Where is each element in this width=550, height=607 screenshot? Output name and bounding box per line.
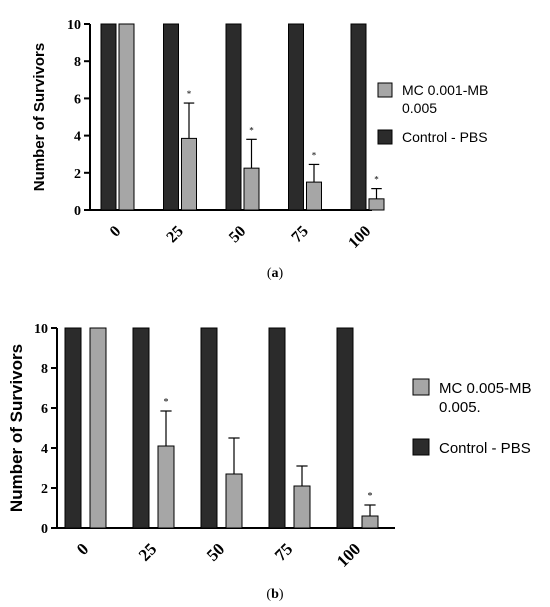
- significance-star: *: [368, 491, 373, 502]
- x-tick-label: 0: [73, 539, 92, 558]
- treatment-bar: [368, 198, 385, 211]
- x-tick-label: 75: [271, 539, 296, 564]
- treatment-bar: [361, 515, 379, 529]
- legend-label: MC 0.005-MB: [439, 380, 532, 397]
- y-tick-label: 10: [67, 18, 81, 33]
- legend-label: Control - PBS: [402, 129, 488, 145]
- x-tick-label: 25: [163, 223, 186, 246]
- panel-caption: (b): [266, 587, 283, 602]
- treatment-bar: [181, 137, 197, 211]
- legend-swatch: [412, 438, 430, 456]
- legend-label: 0.005: [402, 100, 437, 116]
- y-tick-label: 0: [41, 522, 48, 537]
- legend-swatch: [377, 82, 393, 98]
- legend-swatch: [377, 129, 393, 145]
- significance-star: *: [249, 125, 254, 135]
- y-axis-title: Number of Survivors: [7, 344, 26, 512]
- x-tick-label: 50: [203, 539, 228, 564]
- y-tick-label: 10: [34, 322, 48, 337]
- control-bar: [100, 23, 117, 211]
- control-bar: [268, 327, 286, 529]
- y-axis-title: Number of Survivors: [31, 43, 48, 191]
- chart-panel-a: 0 2 4 6 8 10 Number of Survivors 0 * 25 * 50 * 75 * 100…: [31, 18, 488, 281]
- x-tick-label: 75: [288, 223, 311, 246]
- legend-label: Control - PBS: [439, 440, 531, 457]
- control-bar: [336, 327, 354, 529]
- panel-caption: (a): [267, 266, 284, 281]
- treatment-bar: [89, 327, 107, 529]
- legend-label: 0.005.: [439, 399, 481, 416]
- treatment-bar: [118, 23, 135, 211]
- y-tick-label: 8: [74, 55, 81, 70]
- control-bar: [288, 23, 304, 211]
- control-bar: [225, 23, 242, 211]
- x-tick-label: 50: [226, 223, 249, 246]
- x-tick-label: 25: [135, 539, 160, 564]
- treatment-bar: [306, 181, 322, 211]
- control-bar: [64, 327, 82, 529]
- control-bar: [200, 327, 218, 529]
- legend-swatch: [412, 378, 430, 396]
- y-tick-label: 4: [74, 130, 81, 145]
- chart-panel-b: 0 2 4 6 8 10 Number of Survivors 0 * 25 50 75 * 100 MC…: [7, 322, 532, 602]
- treatment-bar: [157, 445, 175, 529]
- x-tick-label: 0: [107, 223, 125, 241]
- y-tick-label: 2: [74, 167, 81, 182]
- x-tick-label: 100: [345, 223, 374, 252]
- y-tick-label: 6: [74, 92, 81, 107]
- y-tick-label: 8: [41, 362, 48, 377]
- x-tick-label: 100: [333, 539, 364, 570]
- treatment-bar: [225, 473, 243, 529]
- y-tick-label: 6: [41, 402, 48, 417]
- control-bar: [163, 23, 179, 211]
- significance-star: *: [187, 89, 192, 99]
- significance-star: *: [164, 397, 169, 408]
- control-bar: [132, 327, 150, 529]
- treatment-bar: [293, 485, 311, 529]
- significance-star: *: [312, 150, 317, 160]
- legend: MC 0.001-MB 0.005 Control - PBS: [377, 82, 488, 145]
- y-tick-label: 2: [41, 482, 48, 497]
- treatment-bar: [243, 167, 260, 211]
- y-tick-label: 4: [41, 442, 48, 457]
- y-tick-label: 0: [74, 204, 81, 219]
- legend-label: MC 0.001-MB: [402, 82, 488, 98]
- control-bar: [350, 23, 367, 211]
- significance-star: *: [374, 175, 379, 185]
- legend: MC 0.005-MB 0.005. Control - PBS: [412, 378, 532, 457]
